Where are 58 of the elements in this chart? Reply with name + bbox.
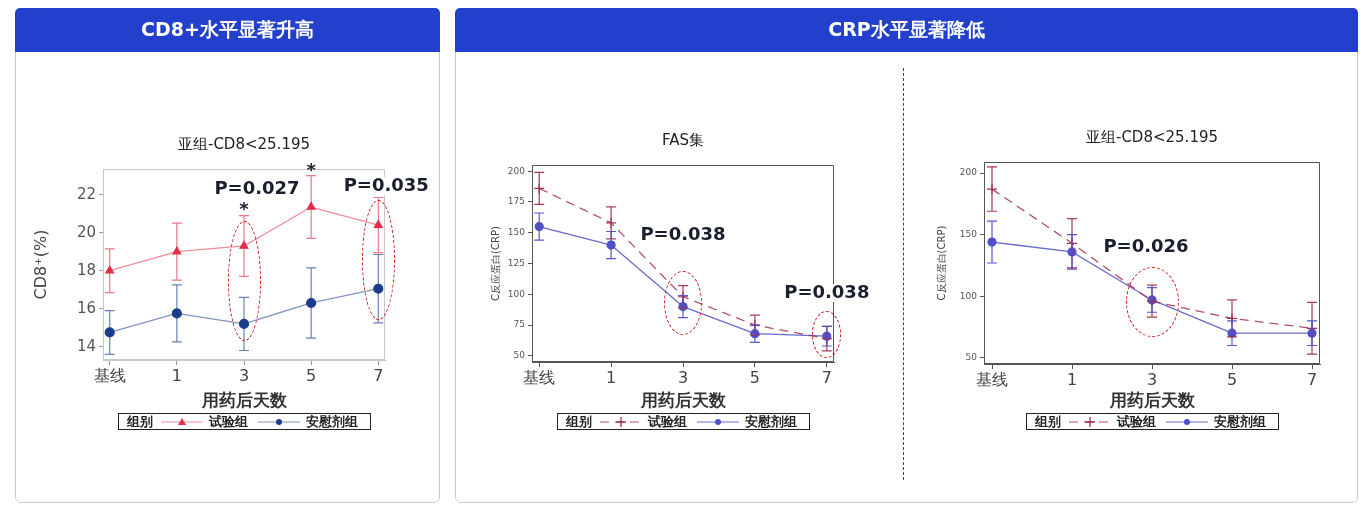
chart-subtitle: 亚组-CD8<25.195 — [1085, 127, 1219, 146]
x-tick-label: 3 — [238, 365, 250, 385]
y-tick-label: 200 — [507, 165, 526, 176]
y-tick-label: 200 — [959, 167, 978, 178]
chart-title: CD8+水平显著升高 — [15, 8, 440, 52]
y-tick-label: 100 — [507, 288, 526, 299]
y-tick-label: 16 — [76, 298, 96, 317]
annotation: * — [306, 158, 317, 180]
legend-label: 安慰剂组 — [1213, 414, 1266, 429]
chart-subtitle: 亚组-CD8<25.195 — [177, 134, 311, 153]
legend-title: 组别 — [126, 414, 153, 429]
x-tick-label: 7 — [1306, 369, 1318, 389]
text: CRP水平显著降低 — [455, 8, 1358, 52]
x-tick-label: 5 — [306, 365, 317, 385]
x-tick-label: 基线 — [976, 369, 1008, 389]
annotation: * — [239, 197, 250, 219]
y-tick-label: 150 — [959, 229, 978, 240]
legend-label: 试验组 — [1116, 414, 1156, 429]
x-tick-label: 基线 — [523, 367, 556, 387]
legend-label: 安慰剂组 — [744, 414, 797, 429]
y-tick-label: 75 — [513, 319, 525, 330]
x-tick-label: 1 — [606, 367, 617, 387]
y-axis-title: C反应蛋白(CRP) — [935, 225, 947, 301]
legend-title: 组别 — [1034, 414, 1061, 429]
x-tick-label: 1 — [171, 365, 182, 385]
x-tick-label: 3 — [1146, 369, 1158, 389]
y-tick-label: 50 — [513, 350, 526, 361]
legend-title: 组别 — [565, 414, 592, 429]
y-tick-label: 150 — [507, 227, 526, 238]
x-axis-title: 用药后天数 — [200, 390, 288, 411]
annotation: P=0.038 — [640, 222, 726, 244]
annotation: P=0.027 — [214, 176, 300, 198]
legend-label: 安慰剂组 — [305, 414, 358, 429]
y-tick-label: 100 — [959, 290, 978, 301]
x-tick-label: 5 — [1226, 369, 1238, 389]
x-tick-label: 1 — [1066, 369, 1078, 389]
x-tick-label: 5 — [749, 367, 760, 387]
y-axis-title: CD8⁺(%) — [30, 229, 50, 300]
x-axis-title: 用药后天数 — [1108, 390, 1196, 411]
x-axis-title: 用药后天数 — [639, 390, 727, 411]
y-tick-label: 18 — [76, 260, 96, 279]
x-tick-label: 7 — [373, 365, 384, 385]
y-tick-label: 50 — [965, 352, 978, 363]
legend-label: 试验组 — [647, 414, 687, 429]
x-tick-label: 基线 — [93, 365, 126, 385]
x-tick-label: 7 — [821, 367, 832, 387]
y-axis-title: C反应蛋白(CRP) — [489, 226, 501, 301]
legend-label: 试验组 — [208, 414, 248, 429]
y-tick-label: 22 — [76, 184, 96, 203]
y-tick-label: 125 — [507, 257, 525, 268]
y-tick-label: 20 — [76, 222, 96, 241]
y-tick-label: 14 — [76, 336, 96, 355]
annotation: P=0.026 — [1103, 234, 1189, 256]
annotation: P=0.035 — [343, 173, 429, 195]
chart-subtitle: FAS集 — [661, 130, 705, 149]
y-tick-label: 175 — [507, 196, 525, 207]
annotation: P=0.038 — [784, 280, 870, 302]
x-tick-label: 3 — [677, 367, 689, 387]
